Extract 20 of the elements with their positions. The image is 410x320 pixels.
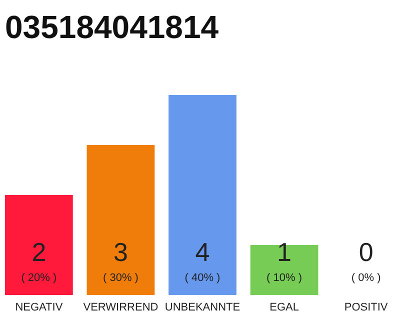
data-label: ( 30% )	[102, 272, 138, 284]
bar	[86, 145, 155, 295]
data-label: ( 40% )	[184, 272, 220, 284]
x-tick-label: NEGATIV	[15, 302, 64, 314]
annotation: 2	[32, 237, 46, 267]
x-tick-label: UNBEKANNTE	[164, 302, 240, 314]
data-label: ( 10% )	[266, 272, 302, 284]
bar	[250, 245, 318, 295]
annotation: 1	[277, 237, 292, 267]
annotation: 4	[195, 237, 210, 267]
annotation: 3	[113, 237, 128, 267]
bar	[168, 95, 236, 295]
annotation: 0	[358, 237, 374, 267]
x-tick-label: VERWIRREND	[83, 302, 158, 314]
data-label: ( 0% )	[351, 272, 381, 284]
data-label: ( 20% )	[21, 272, 57, 284]
x-tick-label: POSITIV	[344, 302, 388, 314]
x-tick-label: EGAL	[270, 302, 299, 314]
bar	[5, 195, 73, 295]
chart-title: 035184041814	[5, 9, 219, 45]
